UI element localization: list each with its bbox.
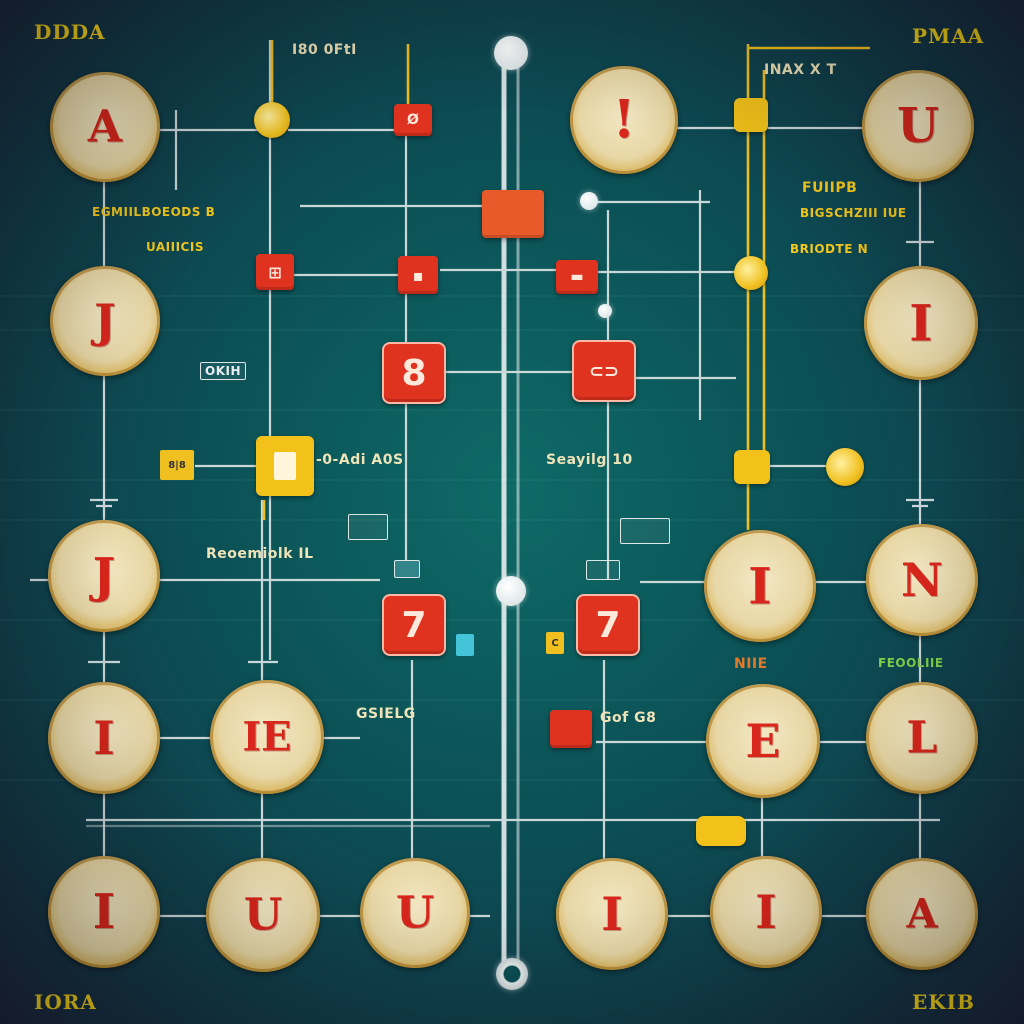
yellow-small-square: 8|8 (160, 450, 194, 480)
label-center-right: Seayilg 10 (546, 452, 633, 468)
coin-glyph: I (909, 293, 933, 353)
coin-glyph: A (87, 101, 123, 153)
outlined-box (620, 518, 670, 544)
label-left-box: OKIH (200, 362, 247, 380)
coin-node: U (206, 858, 320, 972)
red-chip: ⊞ (256, 254, 294, 290)
yellow-junction (734, 98, 768, 132)
coin-node: ! (570, 66, 678, 174)
coin-glyph: U (243, 889, 283, 941)
outlined-box (348, 514, 388, 540)
coin-node: U (360, 858, 470, 968)
yellow-junction (826, 448, 864, 486)
red-chip-large: 7 (576, 594, 640, 656)
coin-glyph: I (601, 887, 623, 941)
yellow-junction (734, 256, 768, 290)
coin-node: E (706, 684, 820, 798)
label-top-right: INAX X T (764, 62, 837, 78)
red-chip: ▬ (556, 260, 598, 294)
label-left-mid: Reoemiolk IL (206, 546, 314, 562)
corner-label-bottom-left: IORA (34, 990, 97, 1014)
label-right-sub: BIGSCHZIII IUE (800, 206, 907, 220)
coin-glyph: I (748, 556, 772, 616)
coin-glyph: A (906, 890, 938, 938)
coin-node: L (866, 682, 978, 794)
coin-node: A (866, 858, 978, 970)
red-chip (550, 710, 592, 748)
corner-label-top-left: DDDA (34, 20, 106, 44)
label-left-heading: EGMIILBOEODS B (92, 205, 216, 219)
coin-glyph: L (906, 712, 938, 764)
red-chip-large: 8 (382, 342, 446, 404)
coin-node: IE (210, 680, 324, 794)
yellow-capsule (696, 816, 746, 846)
coin-node: A (50, 72, 160, 182)
scan-lines (0, 295, 1024, 781)
blue-small-square (456, 634, 474, 656)
coin-glyph: ! (612, 89, 636, 151)
coin-node: I (704, 530, 816, 642)
coin-glyph: N (900, 553, 944, 607)
red-chip: Ø (394, 104, 432, 136)
coin-node: U (862, 70, 974, 182)
coin-node: I (556, 858, 668, 970)
red-chip-large: 7 (382, 594, 446, 656)
red-chip (482, 190, 544, 238)
yellow-junction (254, 102, 290, 138)
white-junction (598, 304, 612, 318)
yellow-box-window (274, 452, 296, 480)
coin-glyph: I (92, 884, 116, 940)
yellow-junction (734, 450, 770, 484)
yellow-c-square: C (546, 632, 564, 654)
coin-node: I (864, 266, 978, 380)
coin-node: I (710, 856, 822, 968)
coin-glyph: E (745, 714, 781, 768)
bus-junction-mid (496, 576, 526, 606)
coin-glyph: I (755, 885, 777, 939)
coin-glyph: U (897, 98, 939, 154)
coin-glyph: I (93, 711, 115, 765)
coin-glyph: J (92, 548, 116, 604)
corner-label-top-right: PMAA (912, 24, 985, 48)
outlined-box (586, 560, 620, 580)
coin-node: I (48, 856, 160, 968)
outlined-box (394, 560, 420, 578)
bus-terminal-top (494, 36, 528, 70)
bus-terminal-bottom (496, 958, 528, 990)
label-center-left: -0-Adi A0S (316, 452, 404, 468)
coin-node: J (50, 266, 160, 376)
label-bottom-left-mid: GSIELG (356, 706, 416, 722)
corner-label-bottom-right: EKIB (912, 990, 975, 1014)
red-chip: ▪ (398, 256, 438, 294)
white-junction (580, 192, 598, 210)
label-left-sub: UAIIICIS (146, 240, 204, 254)
label-bottom-right-mid: Gof G8 (600, 710, 657, 726)
coin-glyph: J (94, 294, 116, 348)
coin-node: I (48, 682, 160, 794)
label-right-heading: FUIIPB (802, 180, 858, 196)
yellow-box-large (256, 436, 314, 496)
label-right-mid-orange: NIIE (734, 656, 768, 672)
label-top-center: I80 0FtI (292, 42, 357, 58)
coin-node: J (48, 520, 160, 632)
coin-node: N (866, 524, 978, 636)
label-right-sub2: BRIODTE N (790, 242, 869, 256)
red-chip-large: ⊂⊃ (572, 340, 636, 402)
coin-glyph: IE (242, 713, 292, 761)
label-right-mid: FEOOLIIE (878, 656, 944, 670)
coin-glyph: U (395, 887, 435, 939)
